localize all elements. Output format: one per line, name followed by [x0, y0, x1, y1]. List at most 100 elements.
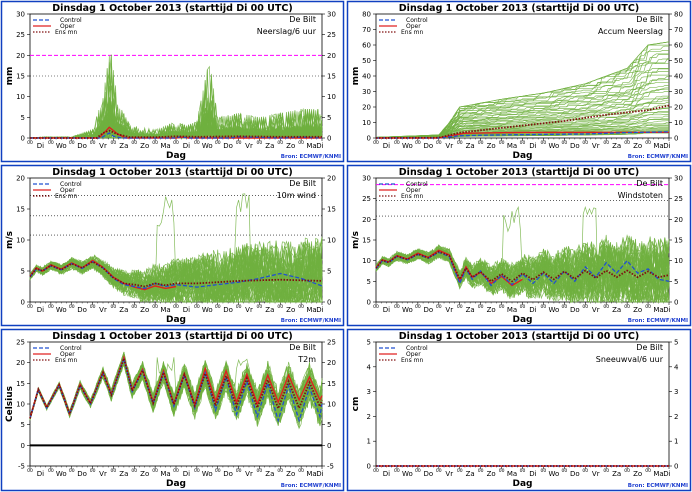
x-tick-hour: 00 [194, 140, 200, 146]
x-tick-hour: 00 [131, 140, 137, 146]
x-tick-hour: 00 [111, 468, 117, 474]
x-tick-label: Do [423, 306, 433, 314]
x-tick-label: Di [183, 306, 190, 314]
y-tick-label-right: 10 [674, 257, 683, 265]
y-tick-label: 10 [362, 257, 371, 265]
x-tick-label: Di [316, 470, 323, 478]
y-axis-label: cm [351, 397, 361, 412]
x-tick-label: Vr [99, 142, 107, 150]
y-tick-label: 3 [367, 388, 371, 396]
y-tick-label: 70 [362, 26, 371, 34]
x-tick-label: Do [423, 470, 433, 478]
x-tick-label: Ma [507, 306, 517, 314]
y-tick-label-right: 0 [674, 299, 678, 307]
y-tick-label: 50 [362, 57, 371, 65]
x-tick-hour: 00 [541, 304, 547, 310]
x-tick-hour: 00 [277, 140, 283, 146]
x-tick-hour: 00 [194, 468, 200, 474]
y-tick-label-right: 20 [327, 175, 336, 183]
x-tick-hour: 00 [215, 140, 221, 146]
y-tick-label: 5 [21, 268, 25, 276]
y-tick-label-right: 25 [674, 195, 683, 203]
x-tick-label: Zo [633, 142, 642, 150]
legend-label: Control [406, 181, 428, 188]
x-tick-label: Za [466, 306, 475, 314]
x-tick-label: Wo [56, 306, 67, 314]
x-tick-hour: 00 [415, 304, 421, 310]
ensemble-members [29, 193, 323, 304]
y-axis-label: m/s [5, 231, 15, 249]
x-tick-hour: 00 [373, 468, 379, 474]
x-tick-hour: 00 [624, 304, 630, 310]
x-tick-hour: 00 [27, 140, 33, 146]
y-tick-label: 30 [362, 175, 371, 183]
y-tick-label: 40 [362, 73, 371, 81]
x-tick-label: Za [119, 470, 128, 478]
x-tick-label: Do [77, 470, 87, 478]
y-tick-label: 0 [21, 135, 25, 143]
x-tick-label: Wo [548, 470, 559, 478]
x-tick-label: Za [265, 306, 274, 314]
x-tick-hour: 00 [478, 140, 484, 146]
y-tick-label-right: 20 [674, 216, 683, 224]
y-axis-label: Celsius [5, 386, 15, 422]
source-label: Bron: ECMWF/KNMI [281, 318, 341, 324]
y-tick-label: 2 [367, 413, 371, 421]
x-tick-label: Di [529, 142, 536, 150]
y-tick-label-right: 20 [327, 52, 336, 60]
x-tick-hour: 00 [69, 140, 75, 146]
chart-panel: Dinsdag 1 October 2013 (starttijd Di 00 … [346, 0, 692, 163]
x-tick-label: Do [570, 142, 580, 150]
ensmean-line [375, 250, 670, 283]
x-tick-label: Do [423, 142, 433, 150]
ensmean-line [29, 355, 323, 419]
x-tick-hour: 00 [624, 140, 630, 146]
y-tick-label-right: 50 [674, 57, 683, 65]
y-tick-label: 10 [16, 401, 25, 409]
y-tick-label: 15 [16, 73, 25, 81]
x-tick-label: Do [223, 306, 233, 314]
x-tick-label: Za [119, 306, 128, 314]
legend-label: Ens mn [401, 29, 423, 36]
x-tick-hour: 00 [603, 140, 609, 146]
x-tick-hour: 00 [277, 304, 283, 310]
x-tick-label: Do [223, 470, 233, 478]
x-tick-hour: 00 [561, 468, 567, 474]
x-tick-hour: 00 [603, 468, 609, 474]
x-tick-hour: 00 [373, 304, 379, 310]
x-tick-label: Za [612, 306, 621, 314]
x-tick-hour: 00 [645, 304, 651, 310]
x-tick-label: Ma [653, 142, 663, 150]
y-tick-label: 4 [367, 363, 372, 371]
variable-label: 10m wind [277, 191, 316, 200]
x-tick-label: Ma [160, 142, 170, 150]
chart-title: Dinsdag 1 October 2013 (starttijd Di 00 … [399, 167, 639, 178]
y-tick-label: 1 [367, 438, 371, 446]
variable-label: Neerslag/6 uur [257, 27, 317, 36]
y-tick-label: 30 [362, 88, 371, 96]
chart-panel: Dinsdag 1 October 2013 (starttijd Di 00 … [346, 328, 692, 492]
y-axis-label: mm [351, 67, 361, 86]
chart-panel: Dinsdag 1 October 2013 (starttijd Di 00 … [0, 328, 345, 492]
x-tick-hour: 00 [173, 468, 179, 474]
x-tick-hour: 00 [520, 468, 526, 474]
x-tick-hour: 00 [436, 140, 442, 146]
x-tick-hour: 00 [194, 304, 200, 310]
y-tick-label: 20 [16, 52, 25, 60]
x-tick-label: Di [37, 306, 44, 314]
x-tick-hour: 00 [257, 468, 263, 474]
x-tick-hour: 00 [69, 468, 75, 474]
location-label: De Bilt [289, 343, 316, 352]
y-tick-label-right: 20 [674, 104, 683, 112]
y-tick-label-right: 15 [674, 237, 683, 245]
y-tick-label-right: 30 [327, 11, 336, 19]
x-tick-label: Zo [487, 470, 496, 478]
source-label: Bron: ECMWF/KNMI [628, 483, 688, 489]
x-tick-label: Di [316, 142, 323, 150]
x-tick-hour: 00 [436, 304, 442, 310]
legend-label: Oper [406, 351, 421, 358]
y-tick-label: 0 [21, 299, 25, 307]
x-tick-label: Vr [245, 306, 253, 314]
x-tick-label: Di [529, 306, 536, 314]
chart-title: Dinsdag 1 October 2013 (starttijd Di 00 … [399, 3, 639, 14]
